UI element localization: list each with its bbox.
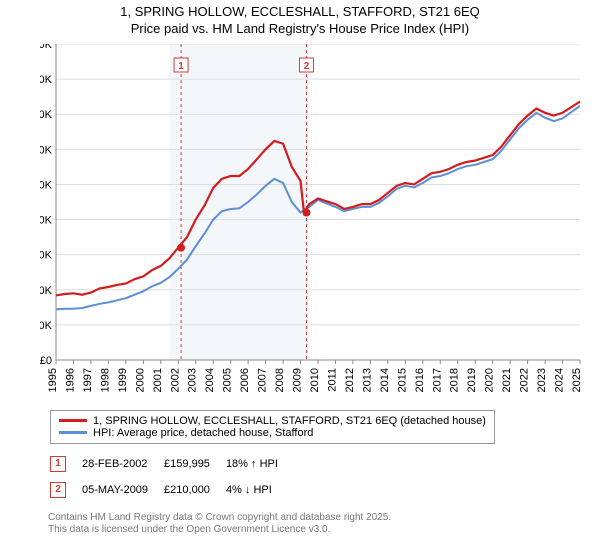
marker-delta: 18% ↑ HPI	[226, 452, 292, 476]
x-tick-label: 2021	[501, 368, 513, 392]
x-tick-label: 2023	[536, 368, 548, 392]
x-tick-label: 2024	[554, 368, 566, 392]
x-tick-label: 2014	[379, 368, 391, 392]
x-tick-label: 2019	[466, 368, 478, 392]
x-tick-label: 2009	[292, 368, 304, 392]
x-tick-label: 1998	[99, 368, 111, 392]
x-tick-label: 2017	[431, 368, 443, 392]
marker-flag: 2	[304, 61, 310, 72]
marker-row: 1 28-FEB-2002£159,99518% ↑ HPI	[50, 452, 292, 476]
marker-date: 05-MAY-2009	[82, 478, 162, 502]
x-tick-label: 1997	[82, 368, 94, 392]
x-tick-label: 2003	[187, 368, 199, 392]
markers-table: 1 28-FEB-2002£159,99518% ↑ HPI 2 05-MAY-200…	[48, 450, 294, 504]
title-line-2: Price paid vs. HM Land Registry's House …	[0, 21, 600, 38]
x-tick-label: 2022	[519, 368, 531, 392]
chart-title: 1, SPRING HOLLOW, ECCLESHALL, STAFFORD, …	[0, 0, 600, 38]
legend-label-hpi: HPI: Average price, detached house, Staf…	[93, 427, 313, 439]
x-tick-label: 2025	[571, 368, 583, 392]
marker-date: 28-FEB-2002	[82, 452, 162, 476]
legend-label-price: 1, SPRING HOLLOW, ECCLESHALL, STAFFORD, …	[93, 415, 486, 427]
x-tick-label: 2005	[222, 368, 234, 392]
attribution-line-1: Contains HM Land Registry data © Crown c…	[48, 512, 600, 524]
title-line-1: 1, SPRING HOLLOW, ECCLESHALL, STAFFORD, …	[0, 4, 600, 21]
chart-area: £0 £50K £100K £150K £200K £250K £300K £350K £400…	[40, 44, 586, 404]
y-tick-label: £350K	[40, 109, 53, 121]
y-tick-label: £200K	[40, 214, 53, 226]
legend-swatch-price	[59, 419, 87, 422]
line-chart: £0 £50K £100K £150K £200K £250K £300K £350K £400…	[40, 44, 586, 404]
x-tick-label: 2015	[396, 368, 408, 392]
x-tick-label: 1995	[47, 368, 59, 392]
marker-price: £159,995	[164, 452, 224, 476]
x-tick-label: 2020	[484, 368, 496, 392]
x-tick-label: 2001	[152, 368, 164, 392]
x-tick-label: 2002	[169, 368, 181, 392]
x-tick-label: 2010	[309, 368, 321, 392]
marker-badge: 1	[50, 456, 66, 472]
marker-row: 2 05-MAY-2009£210,0004% ↓ HPI	[50, 478, 292, 502]
attribution: Contains HM Land Registry data © Crown c…	[48, 512, 600, 536]
x-tick-label: 2012	[344, 368, 356, 392]
x-tick-label: 2006	[239, 368, 251, 392]
attribution-line-2: This data is licensed under the Open Gov…	[48, 524, 600, 536]
y-tick-label: £250K	[40, 179, 53, 191]
x-tick-label: 2007	[257, 368, 269, 392]
legend: 1, SPRING HOLLOW, ECCLESHALL, STAFFORD, …	[50, 410, 495, 444]
x-tick-label: 1996	[64, 368, 76, 392]
y-tick-label: £400K	[40, 74, 53, 86]
x-tick-label: 2016	[414, 368, 426, 392]
y-tick-label: £50K	[40, 320, 53, 332]
y-tick-label: £450K	[40, 44, 53, 51]
series-price_paid	[56, 101, 580, 295]
marker-price: £210,000	[164, 478, 224, 502]
y-tick-label: £0	[40, 355, 52, 367]
y-tick-label: £150K	[40, 249, 53, 261]
y-tick-label: £100K	[40, 285, 53, 297]
marker-flag: 1	[178, 61, 184, 72]
marker-badge: 2	[50, 482, 66, 498]
x-tick-label: 2018	[449, 368, 461, 392]
x-tick-label: 2011	[326, 368, 338, 392]
x-tick-label: 2013	[361, 368, 373, 392]
x-tick-label: 2004	[204, 368, 216, 392]
marker-delta: 4% ↓ HPI	[226, 478, 292, 502]
x-tick-label: 1999	[117, 368, 129, 392]
x-tick-label: 2000	[134, 368, 146, 392]
x-tick-label: 2008	[274, 368, 286, 392]
legend-swatch-hpi	[59, 431, 87, 434]
y-tick-label: £300K	[40, 144, 53, 156]
